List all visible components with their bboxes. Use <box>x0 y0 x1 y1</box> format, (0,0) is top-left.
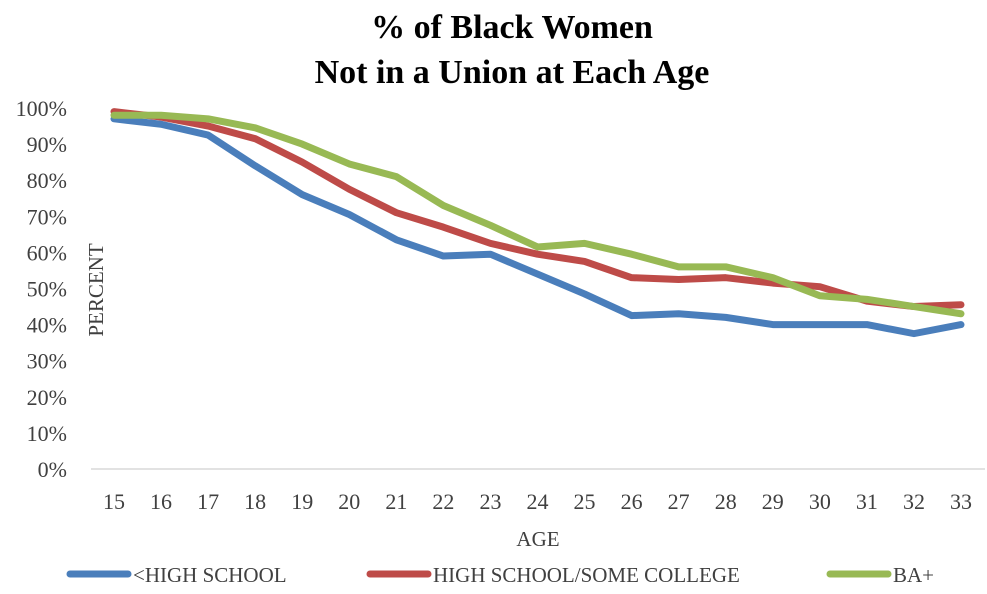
x-tick-label: 33 <box>950 489 972 514</box>
x-tick-label: 15 <box>103 489 125 514</box>
chart-title-line-1: % of Black Women <box>371 9 653 46</box>
y-tick-label: 80% <box>27 168 67 193</box>
x-tick-label: 25 <box>574 489 596 514</box>
x-tick-label: 27 <box>668 489 690 514</box>
legend-label: BA+ <box>893 563 934 587</box>
y-tick-label: 40% <box>27 313 67 338</box>
x-axis-label: AGE <box>516 527 559 551</box>
x-tick-label: 24 <box>527 489 549 514</box>
series-lines <box>110 108 965 338</box>
y-tick-label: 90% <box>27 132 67 157</box>
series-line <box>110 108 965 311</box>
x-tick-label: 28 <box>715 489 737 514</box>
y-axis-ticks: 0% 10% 20% 30% 40% 50% 60% 70% 80% 90% 100% <box>16 96 67 482</box>
y-tick-label: 70% <box>27 204 67 229</box>
y-tick-label: 0% <box>38 457 67 482</box>
y-tick-label: 30% <box>27 349 67 374</box>
legend-label: HIGH SCHOOL/SOME COLLEGE <box>433 563 740 587</box>
x-tick-label: 22 <box>432 489 454 514</box>
y-tick-label: 20% <box>27 385 67 410</box>
x-tick-label: 30 <box>809 489 831 514</box>
x-tick-label: 26 <box>621 489 643 514</box>
y-tick-label: 50% <box>27 277 67 302</box>
chart-title-line-2: Not in a Union at Each Age <box>315 54 710 91</box>
x-tick-label: 19 <box>291 489 313 514</box>
x-tick-label: 29 <box>762 489 784 514</box>
x-tick-label: 17 <box>197 489 219 514</box>
x-tick-label: 16 <box>150 489 172 514</box>
x-axis-ticks: 15 16 17 18 19 20 21 22 23 24 25 26 27 28 29 30 31 32 33 <box>103 489 972 514</box>
x-tick-label: 20 <box>338 489 360 514</box>
y-tick-label: 100% <box>16 96 67 121</box>
series-line <box>110 115 965 338</box>
x-tick-label: 21 <box>385 489 407 514</box>
y-tick-label: 10% <box>27 421 67 446</box>
x-tick-label: 32 <box>903 489 925 514</box>
legend: <HIGH SCHOOL HIGH SCHOOL/SOME COLLEGE BA+ <box>66 563 934 587</box>
y-axis-label: PERCENT <box>84 243 108 337</box>
y-tick-label: 60% <box>27 240 67 265</box>
series-line <box>110 111 965 318</box>
x-tick-label: 18 <box>244 489 266 514</box>
x-tick-label: 23 <box>479 489 501 514</box>
legend-label: <HIGH SCHOOL <box>133 563 287 587</box>
x-tick-label: 31 <box>856 489 878 514</box>
